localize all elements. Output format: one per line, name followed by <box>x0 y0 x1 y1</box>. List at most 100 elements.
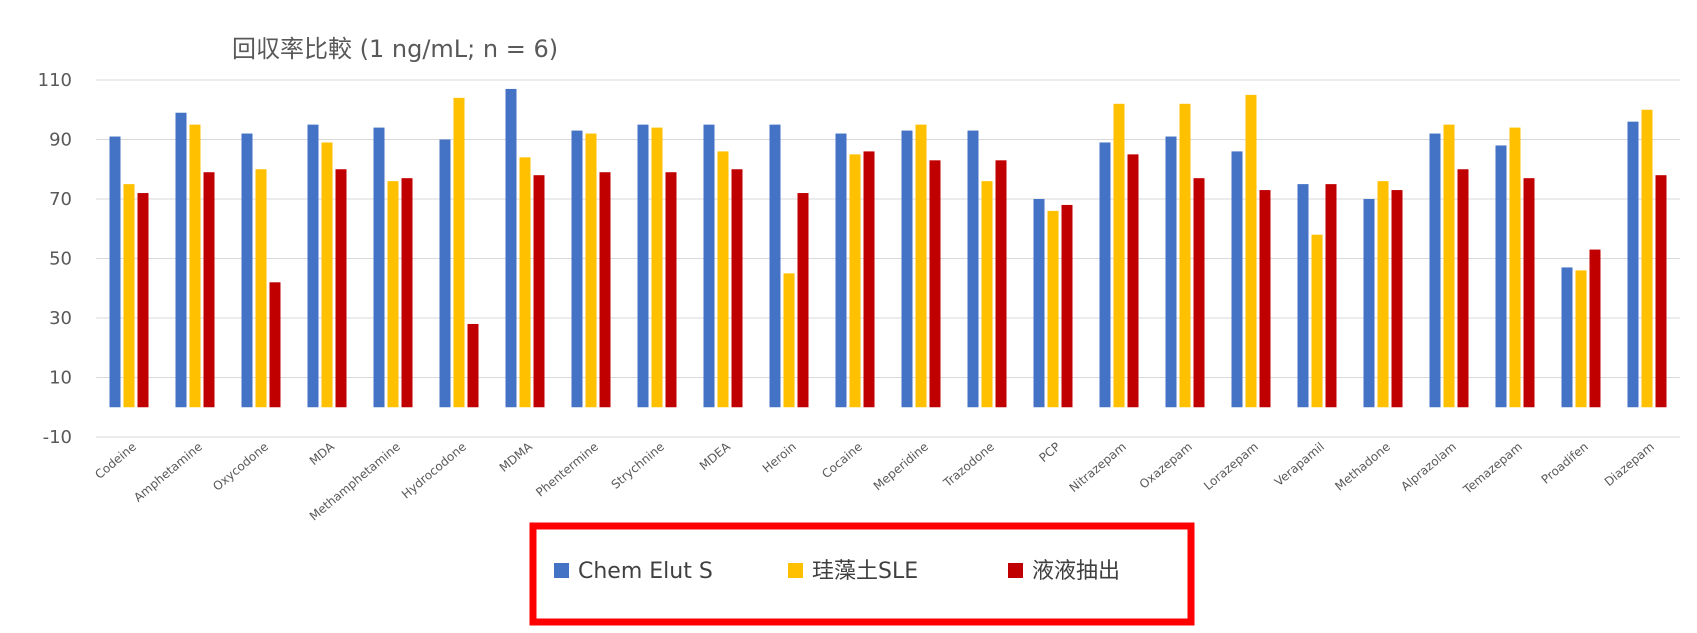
bar-oxazepam-series-1 <box>1165 136 1177 408</box>
bar-methamphetamine-series-2 <box>387 181 399 408</box>
bar-verapamil-series-1 <box>1297 184 1309 408</box>
x-tick-label: Hydrocodone <box>399 440 469 502</box>
bar-strychnine-series-1 <box>637 124 649 408</box>
bar-trazodone-series-3 <box>995 160 1007 408</box>
bar-lorazepam-series-1 <box>1231 151 1243 408</box>
x-tick-label: Heroin <box>760 440 799 476</box>
bar-amphetamine-series-3 <box>203 172 215 408</box>
bar-mdea-series-3 <box>731 169 743 408</box>
bar-codeine-series-2 <box>123 184 135 408</box>
bar-mdma-series-3 <box>533 175 545 408</box>
legend-label-3: 液液抽出 <box>1032 559 1120 584</box>
y-tick-label: 110 <box>38 70 72 91</box>
legend-swatch-1 <box>554 563 569 578</box>
legend-swatch-3 <box>1008 563 1023 578</box>
x-tick-label: Oxazepam <box>1137 440 1195 492</box>
gridlines <box>96 79 1680 438</box>
bar-verapamil-series-2 <box>1311 234 1323 408</box>
bar-hydrocodone-series-1 <box>439 139 451 408</box>
bar-alprazolam-series-3 <box>1457 169 1469 408</box>
bar-meperidine-series-1 <box>901 130 913 408</box>
bar-phentermine-series-3 <box>599 172 611 408</box>
bar-proadifen-series-3 <box>1589 249 1601 408</box>
bar-temazepam-series-1 <box>1495 145 1507 408</box>
bar-trazodone-series-1 <box>967 130 979 408</box>
bar-mdea-series-1 <box>703 124 715 408</box>
bar-diazepam-series-3 <box>1655 175 1667 408</box>
legend-highlight-box <box>529 522 1195 626</box>
bar-methamphetamine-series-1 <box>373 127 385 408</box>
bar-strychnine-series-2 <box>651 127 663 408</box>
x-tick-label: Phentermine <box>533 440 601 500</box>
x-tick-label: Proadifen <box>1539 440 1591 487</box>
y-tick-label: 50 <box>49 249 72 270</box>
bar-nitrazepam-series-2 <box>1113 103 1125 408</box>
x-tick-label: Methadone <box>1332 440 1393 494</box>
bar-mdea-series-2 <box>717 151 729 408</box>
legend-label-2: 珪藻土SLE <box>812 559 918 584</box>
bar-amphetamine-series-2 <box>189 124 201 408</box>
x-tick-label: Strychnine <box>609 440 667 492</box>
x-tick-label: Codeine <box>92 440 139 482</box>
x-tick-label: Verapamil <box>1272 440 1327 489</box>
bar-pcp-series-1 <box>1033 199 1045 408</box>
y-tick-label: 10 <box>49 368 72 389</box>
y-tick-label: 90 <box>49 130 72 151</box>
chart-title: 回収率比較 (1 ng/mL; n = 6) <box>232 35 558 63</box>
bar-mdma-series-2 <box>519 157 531 408</box>
bar-codeine-series-3 <box>137 193 149 408</box>
bar-cocaine-series-1 <box>835 133 847 408</box>
bar-verapamil-series-3 <box>1325 184 1337 408</box>
x-tick-label: Alprazolam <box>1398 440 1459 494</box>
bar-phentermine-series-2 <box>585 133 597 408</box>
bar-trazodone-series-2 <box>981 181 993 408</box>
bar-heroin-series-1 <box>769 124 781 408</box>
y-tick-label: -10 <box>43 427 72 448</box>
bar-amphetamine-series-1 <box>175 112 187 408</box>
bar-phentermine-series-1 <box>571 130 583 408</box>
bar-diazepam-series-1 <box>1627 121 1639 408</box>
bar-oxycodone-series-1 <box>241 133 253 408</box>
bar-mda-series-1 <box>307 124 319 408</box>
bar-alprazolam-series-1 <box>1429 133 1441 408</box>
bar-alprazolam-series-2 <box>1443 124 1455 408</box>
y-tick-label: 30 <box>49 308 72 329</box>
bar-diazepam-series-2 <box>1641 109 1653 408</box>
bar-proadifen-series-1 <box>1561 267 1573 408</box>
bar-temazepam-series-3 <box>1523 178 1535 408</box>
bar-codeine-series-1 <box>109 136 121 408</box>
bar-proadifen-series-2 <box>1575 270 1587 408</box>
bar-oxycodone-series-2 <box>255 169 267 408</box>
bar-hydrocodone-series-3 <box>467 323 479 408</box>
bar-heroin-series-2 <box>783 273 795 408</box>
x-tick-label: PCP <box>1036 440 1063 465</box>
y-tick-label: 70 <box>49 189 72 210</box>
bars <box>109 88 1667 408</box>
bar-oxycodone-series-3 <box>269 282 281 408</box>
bar-mda-series-3 <box>335 169 347 408</box>
bar-temazepam-series-2 <box>1509 127 1521 408</box>
bar-heroin-series-3 <box>797 193 809 408</box>
bar-lorazepam-series-2 <box>1245 94 1257 408</box>
y-axis-ticks: 110 90 70 50 30 10 -10 <box>38 70 72 448</box>
bar-hydrocodone-series-2 <box>453 97 465 408</box>
x-tick-label: MDA <box>307 439 338 468</box>
bar-methadone-series-1 <box>1363 199 1375 408</box>
bar-pcp-series-3 <box>1061 204 1073 408</box>
x-tick-label: Temazepam <box>1460 440 1525 498</box>
bar-oxazepam-series-3 <box>1193 178 1205 408</box>
bar-cocaine-series-3 <box>863 151 875 408</box>
bar-lorazepam-series-3 <box>1259 190 1271 408</box>
x-tick-label: MDEA <box>697 439 734 473</box>
legend: Chem Elut S 珪藻土SLE 液液抽出 <box>529 522 1195 626</box>
x-tick-label: Oxycodone <box>210 440 271 494</box>
x-tick-label: Nitrazepam <box>1067 440 1129 495</box>
x-tick-label: Diazepam <box>1602 440 1657 489</box>
x-tick-label: Cocaine <box>819 440 865 482</box>
bar-methadone-series-2 <box>1377 181 1389 408</box>
bar-pcp-series-2 <box>1047 210 1059 408</box>
bar-cocaine-series-2 <box>849 154 861 408</box>
bar-nitrazepam-series-3 <box>1127 154 1139 408</box>
bar-methamphetamine-series-3 <box>401 178 413 408</box>
